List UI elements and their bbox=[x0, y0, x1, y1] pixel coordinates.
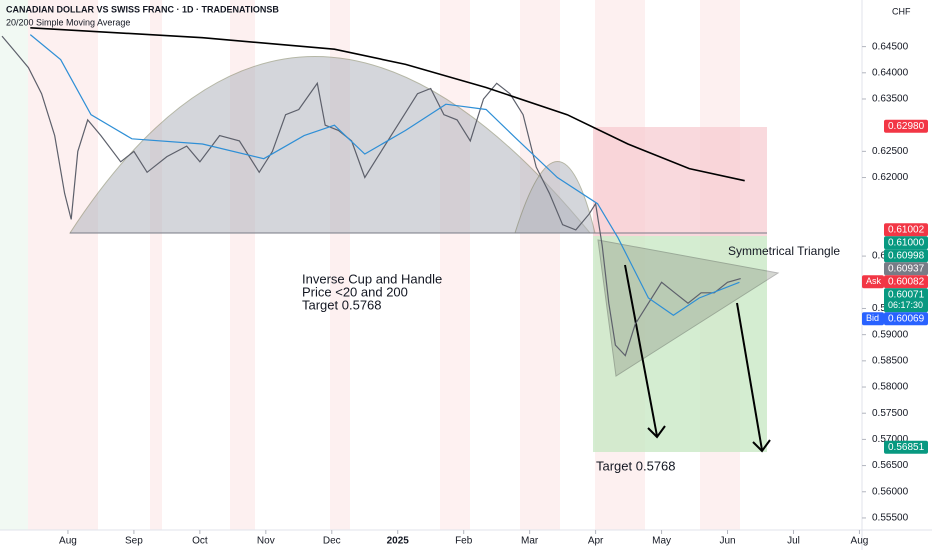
cup bbox=[69, 56, 592, 234]
price-tag bbox=[884, 440, 928, 454]
price-tag-label: 0.60937 bbox=[888, 263, 925, 274]
y-tick-label: 0.64000 bbox=[872, 67, 909, 78]
x-tick-label: Mar bbox=[521, 536, 539, 547]
x-tick-label: May bbox=[652, 536, 671, 547]
y-tick-label: 0.57000 bbox=[872, 434, 909, 445]
x-tick-label: Oct bbox=[192, 536, 208, 547]
target-zone bbox=[593, 236, 767, 452]
symbol-title: CANADIAN DOLLAR VS SWISS FRANC · 1D · TR… bbox=[6, 4, 279, 14]
tag-prefix bbox=[862, 312, 884, 326]
arrows bbox=[624, 264, 771, 453]
price-tag bbox=[884, 312, 928, 326]
x-tick-label: Jun bbox=[719, 536, 735, 547]
price-tag bbox=[884, 119, 928, 133]
y-tick-label: 0.56000 bbox=[872, 486, 909, 497]
tag-prefix-label: Ask bbox=[866, 276, 882, 286]
y-tick-label: 0.62000 bbox=[872, 172, 909, 183]
x-tick-label: Aug bbox=[59, 536, 77, 547]
x-tick-label: Jul bbox=[787, 536, 800, 547]
price-tag bbox=[884, 262, 928, 276]
annotation: Target 0.5768 bbox=[302, 297, 382, 312]
price-tag-label: 0.61000 bbox=[888, 237, 925, 248]
y-tick-label: 0.64500 bbox=[872, 41, 909, 52]
y-tick-label: 0.63500 bbox=[872, 94, 909, 105]
series-line bbox=[30, 27, 745, 182]
y-tick-label: 0.57500 bbox=[872, 408, 909, 419]
annotation: Target 0.5768 bbox=[596, 458, 676, 473]
price-tag bbox=[884, 288, 928, 313]
countdown: 06:17:30 bbox=[888, 300, 923, 310]
price-tag bbox=[884, 249, 928, 263]
price-tag bbox=[884, 236, 928, 250]
y-tick-label: 0.58000 bbox=[872, 382, 909, 393]
price-tag-label: 0.60082 bbox=[888, 276, 925, 287]
y-tick-label: 0.55500 bbox=[872, 513, 909, 524]
annotation: Price <20 and 200 bbox=[302, 284, 408, 299]
x-tick-label: Feb bbox=[455, 536, 473, 547]
price-tag-label: 0.60071 bbox=[888, 289, 925, 300]
annotation: Inverse Cup and Handle bbox=[302, 271, 442, 286]
x-tick-label: Aug bbox=[851, 536, 869, 547]
price-tag bbox=[884, 223, 928, 237]
y-tick-label: 0.58500 bbox=[872, 355, 909, 366]
x-tick-label: 2025 bbox=[387, 536, 410, 547]
y-tick-label: 0.59000 bbox=[872, 329, 909, 340]
price-tag-label: 0.60069 bbox=[888, 313, 925, 324]
currency: CHF bbox=[892, 6, 911, 16]
x-tick-label: Apr bbox=[588, 536, 604, 547]
indicator-label: 20/200 Simple Moving Average bbox=[6, 17, 130, 27]
tag-prefix-label: Bid bbox=[866, 313, 879, 323]
tag-prefix bbox=[862, 275, 884, 289]
y-tick-label: 0.62500 bbox=[872, 146, 909, 157]
handle bbox=[514, 161, 596, 234]
stop-zone bbox=[593, 127, 767, 236]
x-tick-label: Sep bbox=[125, 536, 143, 547]
x-tick-label: Dec bbox=[323, 536, 341, 547]
price-tag-label: 0.62980 bbox=[888, 121, 925, 132]
price-tag-label: 0.61002 bbox=[888, 224, 925, 235]
price-tag-label: 0.56851 bbox=[888, 442, 925, 453]
series-line bbox=[1, 35, 741, 357]
triangle bbox=[597, 239, 780, 377]
price-tag-label: 0.60998 bbox=[888, 250, 925, 261]
series-line bbox=[29, 34, 740, 317]
y-tick-label: 0.56500 bbox=[872, 460, 909, 471]
price-tag bbox=[884, 275, 928, 289]
annotation: Symmetrical Triangle bbox=[728, 244, 840, 258]
x-tick-label: Nov bbox=[257, 536, 275, 547]
